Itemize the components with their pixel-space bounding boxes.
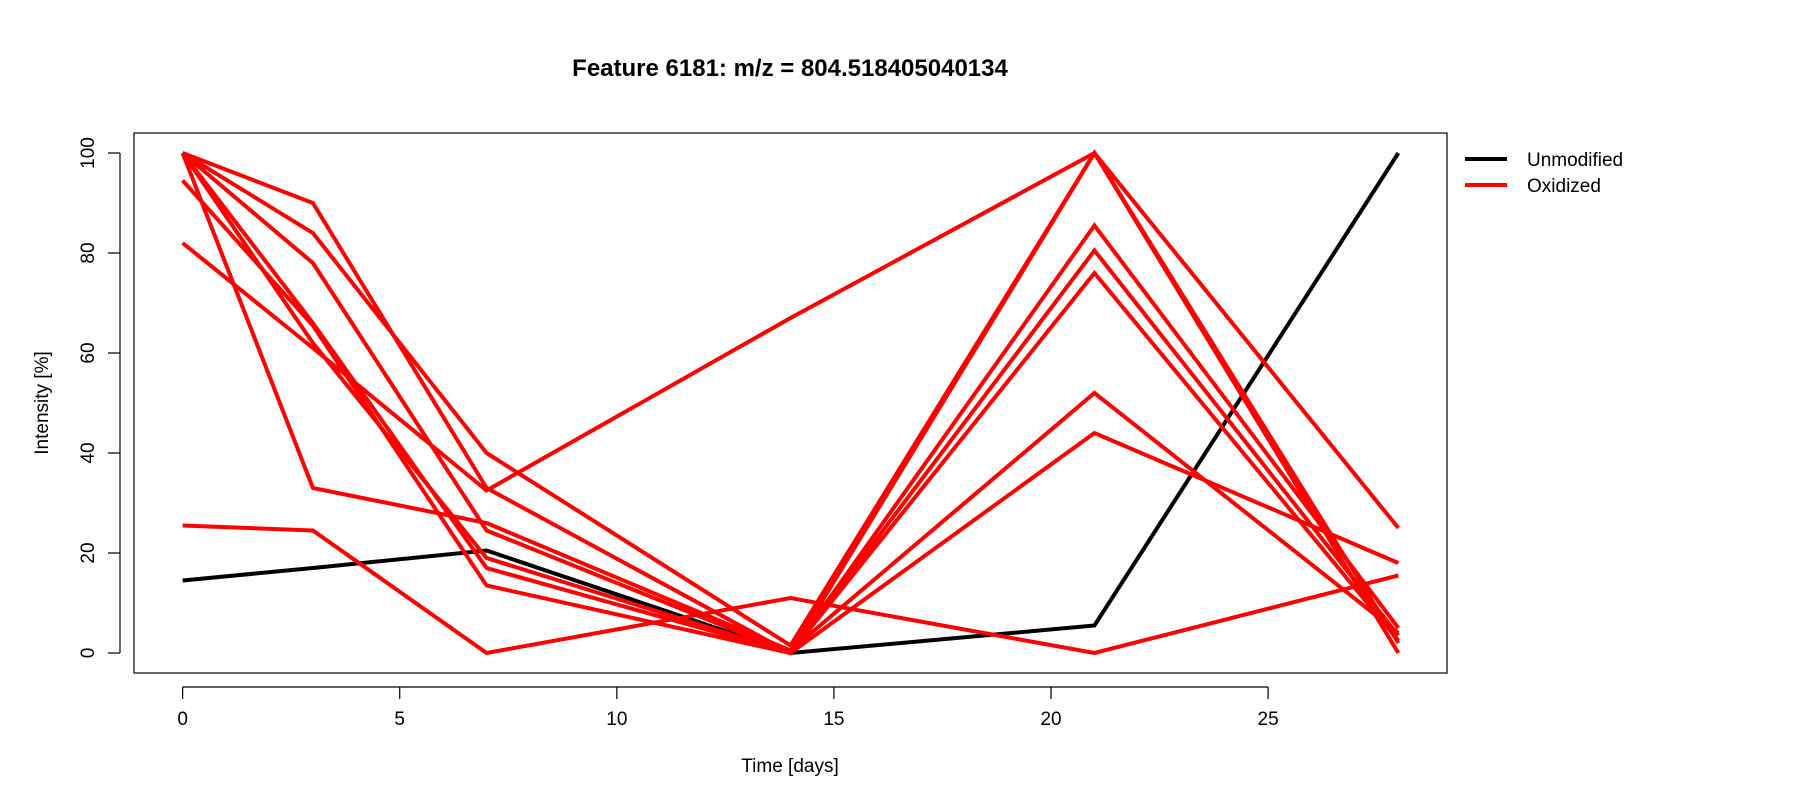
series-line-oxidized-8 [181,150,1401,655]
y-tick-label: 100 [78,137,99,169]
y-tick-label: 40 [78,442,99,463]
series-line-oxidized-5 [181,151,1400,656]
series-line-oxidized-9 [182,523,1399,656]
series-layer [180,149,1401,656]
chart-title: Feature 6181: m/z = 804.518405040134 [572,55,1008,82]
x-axis-label: Time [days] [741,756,839,777]
series-line-unmodified-0 [182,151,1401,656]
legend-label-unmodified: Unmodified [1527,150,1623,171]
x-tick-label: 15 [823,709,844,730]
series-line-oxidized-2 [181,149,1400,649]
series-line-oxidized-6 [180,152,1400,653]
x-tick-label: 5 [394,709,405,730]
y-tick-label: 20 [78,542,99,563]
x-tick-label: 10 [606,709,627,730]
legend: Unmodified Oxidized [1465,150,1623,197]
y-tick-label: 60 [78,342,99,363]
y-axis-label: Intensity [%] [32,351,53,455]
series-line-oxidized-4 [180,151,1400,656]
x-tick-label: 20 [1040,709,1061,730]
series-line-oxidized-7 [181,179,1400,656]
plot-area-frame [133,132,1448,674]
series-line-oxidized-3 [181,151,1400,656]
legend-label-oxidized: Oxidized [1527,176,1601,197]
x-tick-label: 0 [177,709,188,730]
y-tick-label: 0 [78,648,99,659]
y-axis: 0 20 40 60 80 100 [78,137,121,659]
x-axis: 0 5 10 15 20 25 [177,686,1279,730]
x-tick-label: 25 [1258,709,1279,730]
y-tick-label: 80 [78,242,99,263]
